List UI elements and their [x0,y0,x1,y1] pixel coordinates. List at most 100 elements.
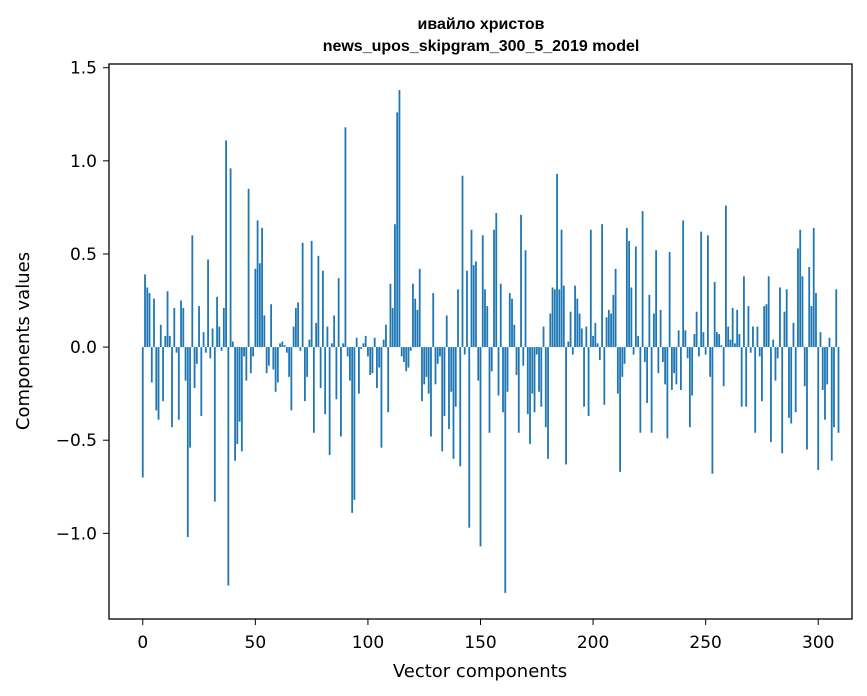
bar [698,347,700,357]
bar [619,347,621,472]
bar [688,347,691,428]
bar [767,276,770,348]
bar [195,347,198,364]
bar [745,347,748,407]
bar [691,347,694,396]
bar [655,250,658,348]
bar [833,347,835,428]
bar [752,326,754,348]
bar [373,337,376,348]
bar [522,347,525,366]
bar [738,334,741,348]
bar [639,347,642,433]
bar [783,311,786,348]
bar [317,255,320,348]
bar [175,347,178,353]
bar [337,278,340,348]
bar [216,296,218,348]
bar [810,306,813,348]
bar [457,289,459,348]
bar [580,328,583,348]
bar [407,347,410,368]
bar [574,285,576,348]
bar [614,268,617,348]
bar [821,347,824,390]
bar [432,293,435,348]
bar [333,315,336,348]
bar [376,347,378,389]
bar [249,347,252,374]
bar [756,326,759,348]
bar [817,347,820,471]
bar [331,343,333,348]
bar [369,347,372,376]
x-tick-label: 150 [464,633,496,653]
bar [695,311,698,348]
bar [405,347,408,372]
bar [231,341,234,348]
bar [285,347,288,353]
bar [535,347,538,355]
bar [436,347,439,364]
bar [351,347,354,513]
bar [238,347,241,422]
bar [567,341,570,348]
bar [664,347,667,385]
y-tick-label: −0.5 [56,431,97,451]
bar [792,322,795,348]
bar [189,347,191,448]
bar [493,229,495,348]
bar [344,127,347,348]
bar [479,347,482,547]
bar [394,224,396,348]
bar [281,341,284,348]
bar [601,224,603,348]
bar [589,229,592,348]
bar [409,347,412,351]
bar [434,347,437,385]
bar [596,343,599,348]
chart-title-line1: ивайло христов [417,16,544,33]
bar [616,347,619,394]
bar [261,227,263,348]
bar [835,289,838,348]
bar [441,347,444,452]
bar [146,287,149,348]
bar [387,347,390,413]
bar [306,347,309,377]
bar [668,252,671,348]
bar [544,347,547,428]
bar [812,227,815,348]
bar [508,293,511,348]
bar [416,309,419,348]
bar [283,345,286,348]
bar [731,307,734,348]
bar [423,347,426,385]
bar [265,347,268,374]
bar [308,339,311,348]
bar [396,112,399,348]
bar [382,339,385,348]
bar [182,307,185,348]
bar [162,347,164,402]
x-axis-ticks: 0 50 100 150 200 250 300 [137,619,834,653]
bar [637,335,640,348]
bar [549,313,552,348]
bar [173,307,176,348]
bar [562,285,565,348]
bar [355,337,358,348]
bar [155,347,158,411]
bar [211,328,214,348]
y-tick-label: 0.0 [70,338,97,358]
bar [684,330,687,348]
bar [362,343,365,348]
bar [542,326,545,348]
bar [391,307,394,348]
bar [803,347,806,387]
bar [740,347,743,407]
bar [713,281,716,348]
bar [646,347,649,403]
bar [371,347,374,374]
bar [540,347,543,407]
bar [292,326,295,348]
